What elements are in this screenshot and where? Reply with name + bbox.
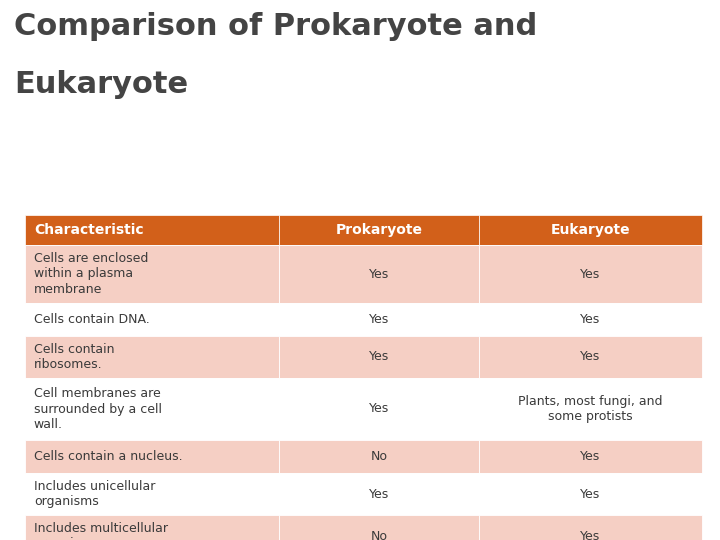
Text: Yes: Yes <box>369 313 389 326</box>
Text: Yes: Yes <box>580 488 600 501</box>
Text: No: No <box>370 530 387 540</box>
Text: Comparison of Prokaryote and: Comparison of Prokaryote and <box>14 12 537 41</box>
Text: Includes multicellular
organisms.: Includes multicellular organisms. <box>34 522 168 540</box>
Text: Cells are enclosed
within a plasma
membrane: Cells are enclosed within a plasma membr… <box>34 252 148 296</box>
Text: Yes: Yes <box>369 350 389 363</box>
Text: Yes: Yes <box>580 313 600 326</box>
Text: Yes: Yes <box>369 267 389 280</box>
Text: Characteristic: Characteristic <box>34 223 143 237</box>
Text: Plants, most fungi, and
some protists: Plants, most fungi, and some protists <box>518 395 662 423</box>
Text: Yes: Yes <box>369 488 389 501</box>
Text: Cell membranes are
surrounded by a cell
wall.: Cell membranes are surrounded by a cell … <box>34 387 162 431</box>
Text: Includes unicellular
organisms: Includes unicellular organisms <box>34 480 156 508</box>
Text: Prokaryote: Prokaryote <box>336 223 423 237</box>
Text: Eukaryote: Eukaryote <box>551 223 630 237</box>
Text: Cells contain
ribosomes.: Cells contain ribosomes. <box>34 343 114 372</box>
Text: Eukaryote: Eukaryote <box>14 70 188 99</box>
Text: Cells contain a nucleus.: Cells contain a nucleus. <box>34 450 182 463</box>
Text: Cells contain DNA.: Cells contain DNA. <box>34 313 150 326</box>
Text: Yes: Yes <box>580 530 600 540</box>
Text: Yes: Yes <box>580 450 600 463</box>
Text: Yes: Yes <box>580 350 600 363</box>
Text: Yes: Yes <box>369 402 389 415</box>
Text: Yes: Yes <box>580 267 600 280</box>
Text: No: No <box>370 450 387 463</box>
